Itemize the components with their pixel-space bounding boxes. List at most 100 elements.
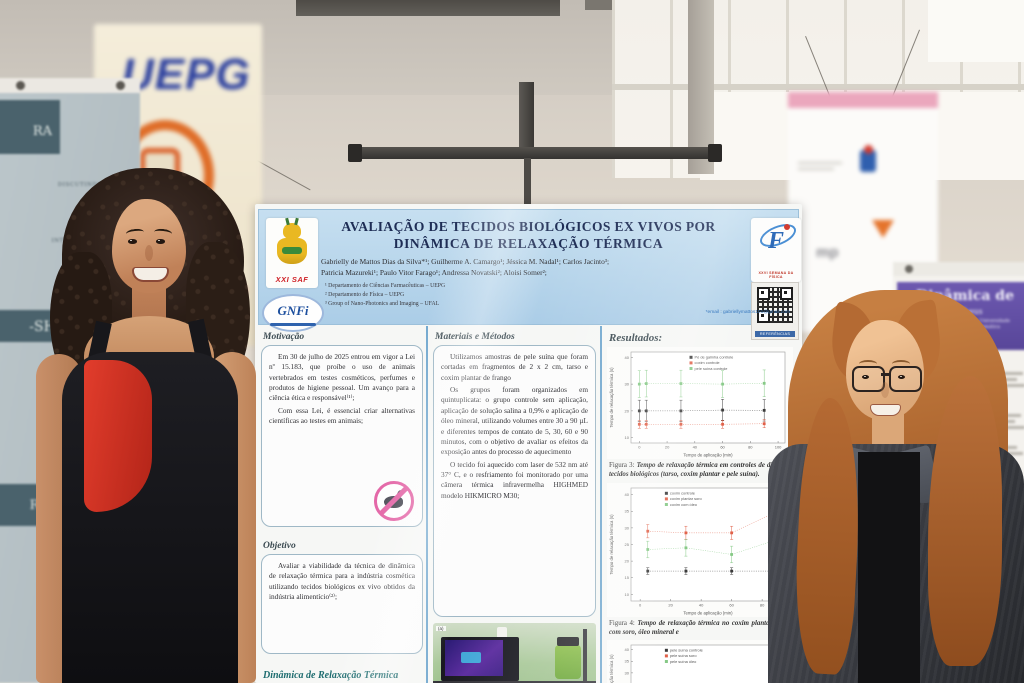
svg-text:30: 30 xyxy=(625,525,630,530)
banner-triangle-icon xyxy=(872,220,894,238)
figure3-scatter-chart: 0 20 40 60 80 100 10 20 30 40 Tempo de aplicação (… xyxy=(607,347,793,459)
glasses-lens xyxy=(852,366,885,392)
svg-text:pele suína controle: pele suína controle xyxy=(695,366,728,371)
svg-text:35: 35 xyxy=(625,659,630,664)
contact-email: *email : gabriellymattos101@gmail.com xyxy=(705,310,790,315)
svg-text:20: 20 xyxy=(625,558,630,563)
materiais-paragraph: O tecido foi aquecido com laser de 532 n… xyxy=(441,459,588,500)
svg-text:25: 25 xyxy=(625,542,630,547)
figure4-caption: Figura 4: Tempo de relaxação térmica no … xyxy=(609,619,795,638)
gnfi-logo: GNFi xyxy=(262,294,324,332)
column-divider xyxy=(600,326,602,683)
svg-text:coxim plantar soro: coxim plantar soro xyxy=(670,496,702,501)
poster-column-motivacao: Motivação Em 30 de julho de 2025 entrou … xyxy=(261,328,423,683)
physics-week-logo: F XXVI SEMANA DA FÍSICA xyxy=(751,218,801,282)
poster-column-resultados: Resultados: 0 20 40 60 80 100 10 20 30 40 Tempo de… xyxy=(607,328,797,683)
glasses-lens xyxy=(889,366,922,392)
poster-affiliations: ¹ Departamento de Ciências Farmacêuticas… xyxy=(325,282,445,309)
mascot-head-icon xyxy=(283,223,301,239)
eye xyxy=(862,375,869,379)
saf-logo-text: XXI SAF xyxy=(275,275,309,284)
rabbit-ear-icon xyxy=(395,489,403,500)
qr-eye-icon xyxy=(757,287,770,300)
poster-stand-post xyxy=(519,82,534,150)
poster-authors-line2: Patricia Mazureki¹; Paulo Vitor Farago¹;… xyxy=(321,268,547,277)
ceiling-beam xyxy=(296,0,560,16)
poster-stand-clamp xyxy=(524,158,531,208)
physics-week-label: XXVI SEMANA DA FÍSICA xyxy=(758,271,794,279)
face xyxy=(112,199,186,293)
eye xyxy=(128,239,137,244)
poster-hanging-bar xyxy=(893,262,1024,276)
qr-code-card: REFERÊNCIAS xyxy=(751,282,799,340)
svg-text:Pé de galinha controle: Pé de galinha controle xyxy=(695,355,734,360)
main-poster: AVALIAÇÃO DE TECIDOS BIOLÓGICOS EX VIVOS… xyxy=(255,204,802,683)
text-fragment: DISCUTINDO O xyxy=(57,182,110,188)
saf-mascot-logo: XXI SAF xyxy=(266,218,318,288)
svg-text:pele suína óleo: pele suína óleo xyxy=(670,659,696,664)
qr-eye-icon xyxy=(757,310,770,323)
gnfi-logo-bar xyxy=(270,323,316,326)
thermal-image-screen xyxy=(445,640,503,676)
materiais-paragraph: Os grupos foram organizados em quintupli… xyxy=(441,385,588,457)
figure4-caption-label: Figura 4: xyxy=(609,619,635,627)
svg-text:20: 20 xyxy=(665,445,670,450)
svg-text:10: 10 xyxy=(625,435,630,440)
figure3-caption-text: Tempo de relaxação térmica em controles … xyxy=(609,462,795,479)
svg-text:30: 30 xyxy=(625,671,630,676)
eyebrow xyxy=(153,228,173,238)
svg-text:80: 80 xyxy=(748,445,753,450)
svg-text:100: 100 xyxy=(775,445,782,450)
objetivo-box: Avaliar a viabilidade da técnica de dinâ… xyxy=(261,554,423,654)
eye xyxy=(898,375,905,379)
banner-pink-band xyxy=(788,92,938,108)
poster-title-line2: DINÂMICA DE RELAXAÇÃO TÉRMICA xyxy=(393,236,664,251)
svg-text:0: 0 xyxy=(638,445,641,450)
poster-header-band: AVALIAÇÃO DE TECIDOS BIOLÓGICOS EX VIVOS… xyxy=(258,209,801,332)
mascot-body-icon xyxy=(277,238,307,264)
svg-text:Tempo de relaxação térmica (s): Tempo de relaxação térmica (s) xyxy=(609,513,614,574)
section-header: RA xyxy=(0,100,60,154)
smile xyxy=(132,267,169,282)
poster-hanging-bar xyxy=(0,78,140,93)
figure3-caption: Figura 3: Tempo de relaxação térmica em … xyxy=(609,461,795,480)
black-shirt xyxy=(858,452,920,683)
poster-authors-line1: Gabrielly de Mattos Dias da Silva*¹; Gui… xyxy=(321,257,610,266)
hair-strand xyxy=(928,376,1002,666)
motivacao-paragraph: Em 30 de julho de 2025 entrou em vigor a… xyxy=(269,352,415,403)
poster-stand-bar xyxy=(348,144,722,162)
qr-label: REFERÊNCIAS xyxy=(755,331,795,337)
svg-text:0: 0 xyxy=(639,602,642,607)
svg-text:20: 20 xyxy=(668,602,673,607)
objetivo-paragraph: Avaliar a viabilidade da técnica de dinâ… xyxy=(269,561,415,602)
poster-title-line1: AVALIAÇÃO DE TECIDOS BIOLÓGICOS EX VIVOS… xyxy=(341,219,716,234)
wall-outlet xyxy=(497,627,507,639)
svg-text:15: 15 xyxy=(625,575,630,580)
no-animal-testing-icon xyxy=(374,481,414,521)
section-heading-dinamica: Dinâmica de Relaxação Térmica xyxy=(263,670,399,681)
svg-text:Tempo de aplicação (min): Tempo de aplicação (min) xyxy=(683,610,733,615)
motivacao-paragraph: Com essa Lei, é essencial criar alternat… xyxy=(269,405,415,426)
red-top-panel xyxy=(84,360,152,512)
svg-text:40: 40 xyxy=(693,445,698,450)
svg-text:Tempo de relaxação térmica (s): Tempo de relaxação térmica (s) xyxy=(609,654,614,683)
eye xyxy=(156,239,165,244)
svg-text:40: 40 xyxy=(699,602,704,607)
svg-text:40: 40 xyxy=(625,492,630,497)
affil-line: ² Departamento de Física – UEPG xyxy=(325,291,405,298)
physics-logo-letter: F xyxy=(767,228,784,254)
window-glare-top xyxy=(928,0,1024,62)
svg-text:coxim controle: coxim controle xyxy=(670,490,695,495)
banner-mp-logo: mp xyxy=(816,244,839,261)
eyebrow xyxy=(125,228,145,238)
face xyxy=(846,320,924,420)
atom-electron-icon xyxy=(784,224,790,230)
svg-text:80: 80 xyxy=(760,602,765,607)
svg-text:30: 30 xyxy=(625,382,630,387)
figure3-caption-label: Figura 3: xyxy=(609,462,635,469)
figure4-caption-text: Tempo de relaxação térmica no coxim plan… xyxy=(609,619,795,636)
svg-text:60: 60 xyxy=(729,602,734,607)
svg-text:pele suína soro: pele suína soro xyxy=(670,653,697,658)
svg-text:40: 40 xyxy=(625,647,630,652)
